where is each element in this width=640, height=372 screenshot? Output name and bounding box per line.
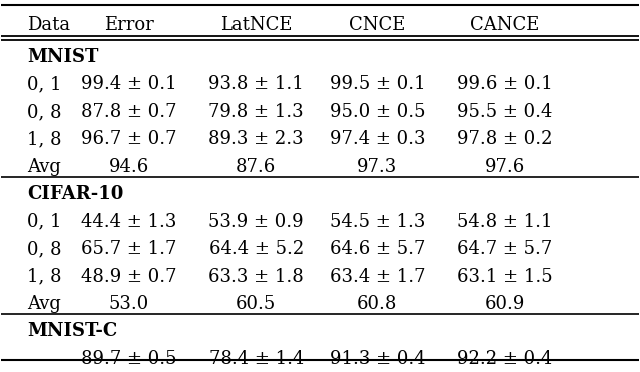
Text: 1, 8: 1, 8: [27, 131, 61, 148]
Text: Avg: Avg: [27, 295, 61, 313]
Text: 54.5 ± 1.3: 54.5 ± 1.3: [330, 213, 425, 231]
Text: 0, 8: 0, 8: [27, 103, 61, 121]
Text: 99.6 ± 0.1: 99.6 ± 0.1: [457, 76, 553, 93]
Text: 97.6: 97.6: [484, 158, 525, 176]
Text: 97.8 ± 0.2: 97.8 ± 0.2: [457, 131, 552, 148]
Text: 65.7 ± 1.7: 65.7 ± 1.7: [81, 240, 177, 258]
Text: 89.7 ± 0.5: 89.7 ± 0.5: [81, 350, 177, 368]
Text: MNIST: MNIST: [27, 48, 99, 66]
Text: 92.2 ± 0.4: 92.2 ± 0.4: [457, 350, 552, 368]
Text: CIFAR-10: CIFAR-10: [27, 185, 124, 203]
Text: 64.6 ± 5.7: 64.6 ± 5.7: [330, 240, 425, 258]
Text: 64.4 ± 5.2: 64.4 ± 5.2: [209, 240, 304, 258]
Text: 54.8 ± 1.1: 54.8 ± 1.1: [457, 213, 552, 231]
Text: 53.9 ± 0.9: 53.9 ± 0.9: [209, 213, 304, 231]
Text: 97.3: 97.3: [357, 158, 397, 176]
Text: 60.5: 60.5: [236, 295, 276, 313]
Text: MNIST-C: MNIST-C: [27, 322, 117, 340]
Text: 78.4 ± 1.4: 78.4 ± 1.4: [209, 350, 304, 368]
Text: 94.6: 94.6: [109, 158, 149, 176]
Text: 79.8 ± 1.3: 79.8 ± 1.3: [209, 103, 304, 121]
Text: 87.6: 87.6: [236, 158, 276, 176]
Text: 63.1 ± 1.5: 63.1 ± 1.5: [457, 267, 552, 286]
Text: Data: Data: [27, 16, 70, 34]
Text: 95.0 ± 0.5: 95.0 ± 0.5: [330, 103, 425, 121]
Text: CANCE: CANCE: [470, 16, 540, 34]
Text: CNCE: CNCE: [349, 16, 406, 34]
Text: 53.0: 53.0: [109, 295, 149, 313]
Text: 0, 8: 0, 8: [27, 240, 61, 258]
Text: 0, 1: 0, 1: [27, 76, 61, 93]
Text: 60.8: 60.8: [357, 295, 397, 313]
Text: 1, 8: 1, 8: [27, 267, 61, 286]
Text: 60.9: 60.9: [484, 295, 525, 313]
Text: Error: Error: [104, 16, 154, 34]
Text: 63.4 ± 1.7: 63.4 ± 1.7: [330, 267, 425, 286]
Text: 48.9 ± 0.7: 48.9 ± 0.7: [81, 267, 177, 286]
Text: 0, 1: 0, 1: [27, 213, 61, 231]
Text: 99.5 ± 0.1: 99.5 ± 0.1: [330, 76, 425, 93]
Text: 97.4 ± 0.3: 97.4 ± 0.3: [330, 131, 425, 148]
Text: LatNCE: LatNCE: [220, 16, 292, 34]
Text: 63.3 ± 1.8: 63.3 ± 1.8: [209, 267, 304, 286]
Text: 89.3 ± 2.3: 89.3 ± 2.3: [209, 131, 304, 148]
Text: 95.5 ± 0.4: 95.5 ± 0.4: [457, 103, 552, 121]
Text: 87.8 ± 0.7: 87.8 ± 0.7: [81, 103, 177, 121]
Text: 91.3 ± 0.4: 91.3 ± 0.4: [330, 350, 425, 368]
Text: 96.7 ± 0.7: 96.7 ± 0.7: [81, 131, 177, 148]
Text: 64.7 ± 5.7: 64.7 ± 5.7: [457, 240, 552, 258]
Text: 93.8 ± 1.1: 93.8 ± 1.1: [209, 76, 304, 93]
Text: 44.4 ± 1.3: 44.4 ± 1.3: [81, 213, 177, 231]
Text: Avg: Avg: [27, 158, 61, 176]
Text: 99.4 ± 0.1: 99.4 ± 0.1: [81, 76, 177, 93]
